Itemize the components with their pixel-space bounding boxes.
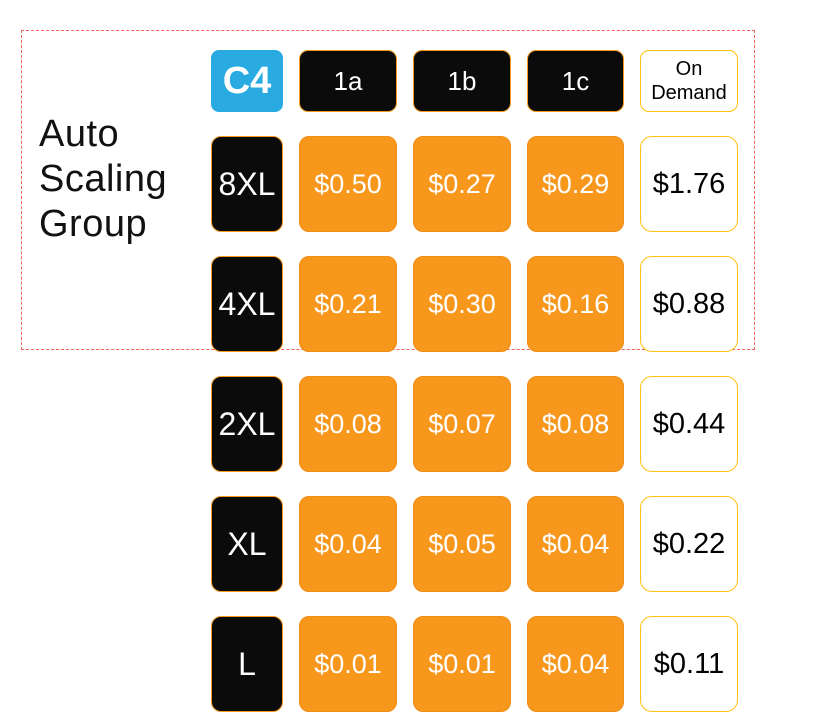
spot-price-xl-1c: $0.04 <box>527 496 624 592</box>
spot-price-2xl-1a: $0.08 <box>299 376 397 472</box>
size-label-l: L <box>211 616 283 712</box>
spot-price-8xl-1c: $0.29 <box>527 136 624 232</box>
size-label-xl: XL <box>211 496 283 592</box>
spot-price-l-1b: $0.01 <box>413 616 511 712</box>
spot-price-l-1a: $0.01 <box>299 616 397 712</box>
on-demand-price-4xl: $0.88 <box>640 256 738 352</box>
spot-price-4xl-1b: $0.30 <box>413 256 511 352</box>
auto-scaling-group-label: Auto Scaling Group <box>39 113 168 245</box>
spot-price-l-1c: $0.04 <box>527 616 624 712</box>
spot-price-xl-1a: $0.04 <box>299 496 397 592</box>
on-demand-price-8xl: $1.76 <box>640 136 738 232</box>
spot-price-xl-1b: $0.05 <box>413 496 511 592</box>
spot-price-4xl-1a: $0.21 <box>299 256 397 352</box>
az-header-1c: 1c <box>527 50 624 112</box>
on-demand-price-xl: $0.22 <box>640 496 738 592</box>
size-label-2xl: 2XL <box>211 376 283 472</box>
size-label-4xl: 4XL <box>211 256 283 352</box>
on-demand-price-2xl: $0.44 <box>640 376 738 472</box>
on-demand-price-l: $0.11 <box>640 616 738 712</box>
size-label-8xl: 8XL <box>211 136 283 232</box>
on-demand-header: On Demand <box>640 50 738 112</box>
spot-price-2xl-1c: $0.08 <box>527 376 624 472</box>
instance-family-badge: C4 <box>211 50 283 112</box>
az-header-1b: 1b <box>413 50 511 112</box>
pricing-grid: C4 1a 1b 1c On Demand 8XL $0.50 $0.27 $0… <box>211 50 738 712</box>
spot-price-2xl-1b: $0.07 <box>413 376 511 472</box>
spot-price-8xl-1a: $0.50 <box>299 136 397 232</box>
az-header-1a: 1a <box>299 50 397 112</box>
spot-price-8xl-1b: $0.27 <box>413 136 511 232</box>
spot-price-4xl-1c: $0.16 <box>527 256 624 352</box>
